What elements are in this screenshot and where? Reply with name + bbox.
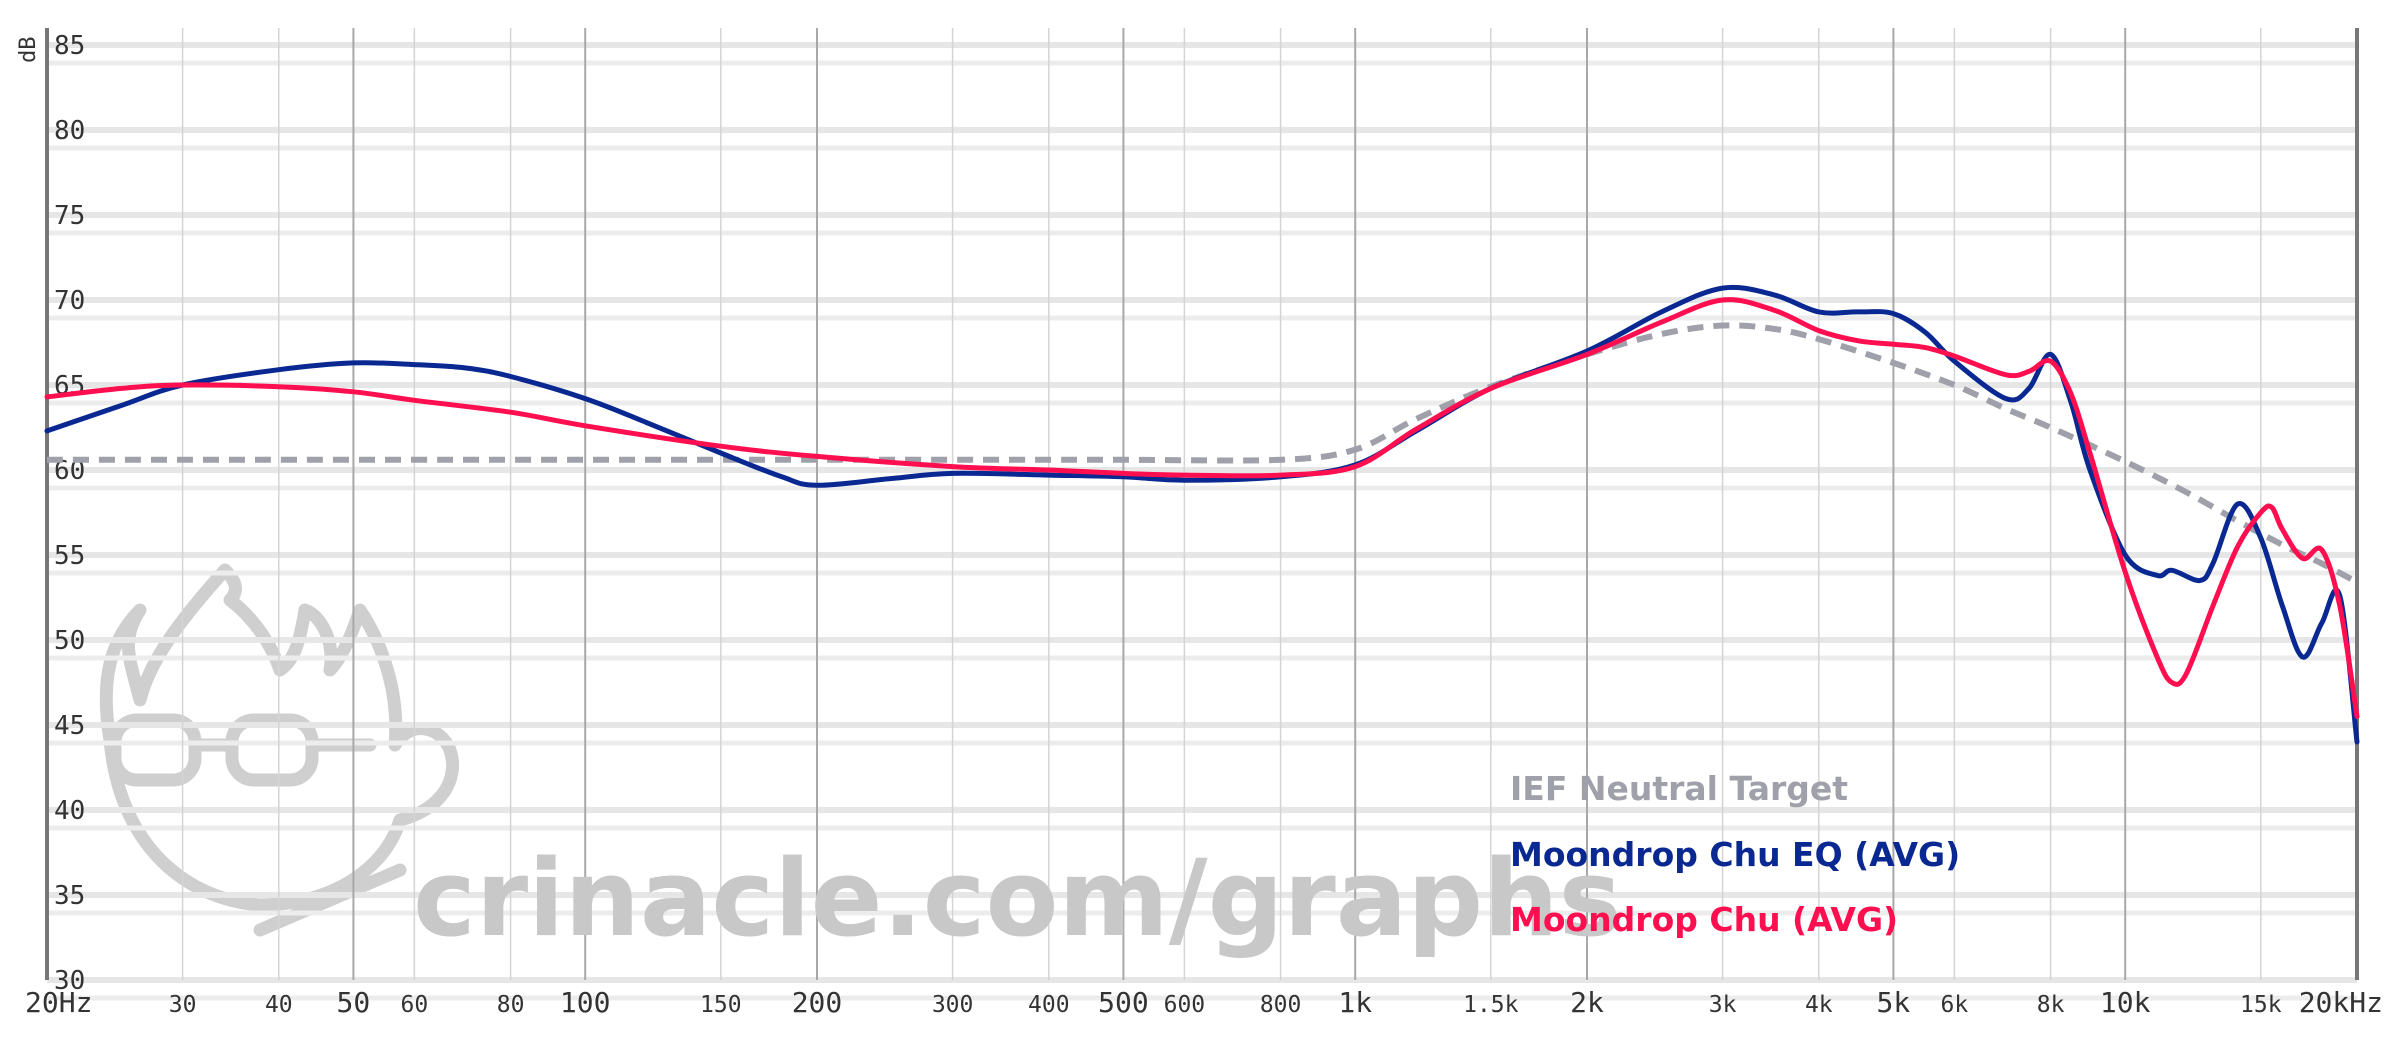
- x-tick-label: 5k: [1877, 986, 1911, 1019]
- series-ief-neutral-target: [47, 322, 2359, 585]
- x-tick-label: 10k: [2100, 986, 2151, 1019]
- y-tick-label: 45: [54, 711, 85, 741]
- x-tick-label: 15k: [2240, 992, 2282, 1018]
- x-tick-label: 800: [1260, 992, 1302, 1018]
- legend-item-ief-neutral-target: IEF Neutral Target: [1510, 769, 1848, 808]
- x-tick-label: 500: [1098, 986, 1149, 1019]
- x-tick-label: 400: [1028, 992, 1070, 1018]
- y-tick-label: 85: [54, 31, 85, 61]
- legend: IEF Neutral Target Moondrop Chu EQ (AVG)…: [1510, 769, 1960, 939]
- y-tick-label: 80: [54, 116, 85, 146]
- series-moondrop-chu: [44, 297, 2360, 719]
- x-tick-label: 6k: [1941, 992, 1969, 1018]
- x-tick-label: 300: [932, 992, 974, 1018]
- y-tick-label: 35: [54, 881, 85, 911]
- y-tick-label: 40: [54, 796, 85, 826]
- x-tick-label: 80: [497, 992, 525, 1018]
- x-tick-label: 60: [401, 992, 429, 1018]
- series-moondrop-chu-eq: [44, 284, 2360, 745]
- x-tick-label: 50: [337, 986, 371, 1019]
- y-tick-label: 70: [54, 286, 85, 316]
- x-tick-label: 100: [560, 986, 611, 1019]
- watermark-text: crinacle.com/graphs: [413, 837, 1622, 960]
- y-tick-label: 30: [54, 966, 85, 996]
- y-axis-label: dB: [16, 37, 41, 64]
- x-tick-label: 20kHz: [2299, 986, 2383, 1019]
- x-tick-label: 2k: [1570, 986, 1604, 1019]
- x-tick-label: 600: [1164, 992, 1206, 1018]
- x-tick-label: 150: [700, 992, 742, 1018]
- x-tick-label: 3k: [1709, 992, 1737, 1018]
- x-tick-label: 40: [265, 992, 293, 1018]
- x-tick-label: 8k: [2037, 992, 2065, 1018]
- x-tick-label: 200: [792, 986, 843, 1019]
- x-tick-label: 1.5k: [1463, 992, 1519, 1018]
- y-tick-label: 55: [54, 541, 85, 571]
- legend-item-moondrop-chu-eq: Moondrop Chu EQ (AVG): [1510, 835, 1960, 874]
- y-tick-label: 50: [54, 626, 85, 656]
- legend-item-moondrop-chu: Moondrop Chu (AVG): [1510, 900, 1898, 939]
- x-tick-label: 30: [169, 992, 197, 1018]
- x-tick-label: 20Hz: [25, 986, 92, 1019]
- x-tick-label: 4k: [1805, 992, 1833, 1018]
- y-tick-label: 75: [54, 201, 85, 231]
- x-tick-label: 1k: [1338, 986, 1372, 1019]
